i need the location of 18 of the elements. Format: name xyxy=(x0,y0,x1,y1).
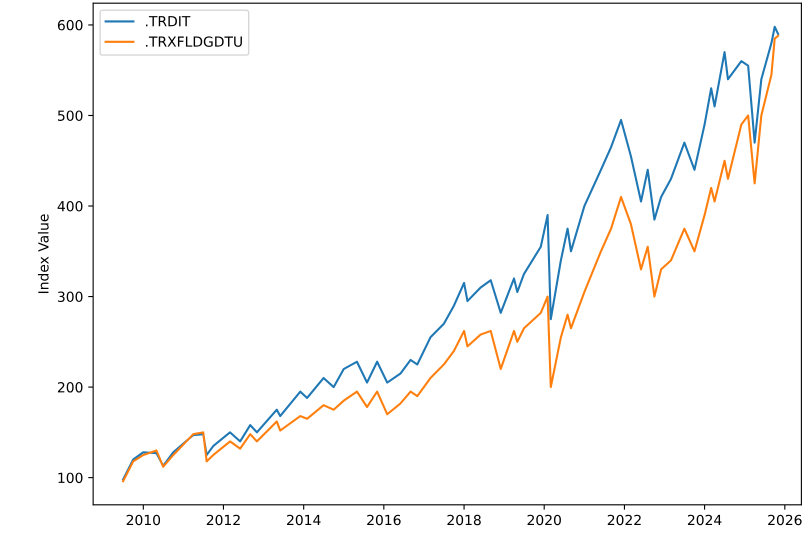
x-tick-label: 2022 xyxy=(608,514,641,526)
x-tick-label: 2024 xyxy=(688,514,722,526)
x-tick-label: 2014 xyxy=(287,514,321,526)
y-tick-label: 600 xyxy=(58,20,83,30)
y-tick-label: 400 xyxy=(58,200,83,212)
x-tick-label: 2018 xyxy=(447,514,481,526)
x-tick-label: 2016 xyxy=(367,514,401,526)
x-tick-label: 2020 xyxy=(528,514,561,526)
y-tick-label: 100 xyxy=(58,472,83,484)
legend-label: .TRXFLDGDTU xyxy=(146,36,242,47)
y-tick-label: 500 xyxy=(58,110,83,121)
x-tick-label: 2010 xyxy=(126,514,160,526)
y-tick-label: 200 xyxy=(58,382,83,393)
y-axis-title: Index Value xyxy=(38,214,49,294)
x-tick-label: 2026 xyxy=(768,514,802,526)
y-tick-label: 300 xyxy=(58,292,83,302)
legend-label: .TRDIT xyxy=(146,16,190,26)
x-tick-label: 2012 xyxy=(206,514,240,526)
